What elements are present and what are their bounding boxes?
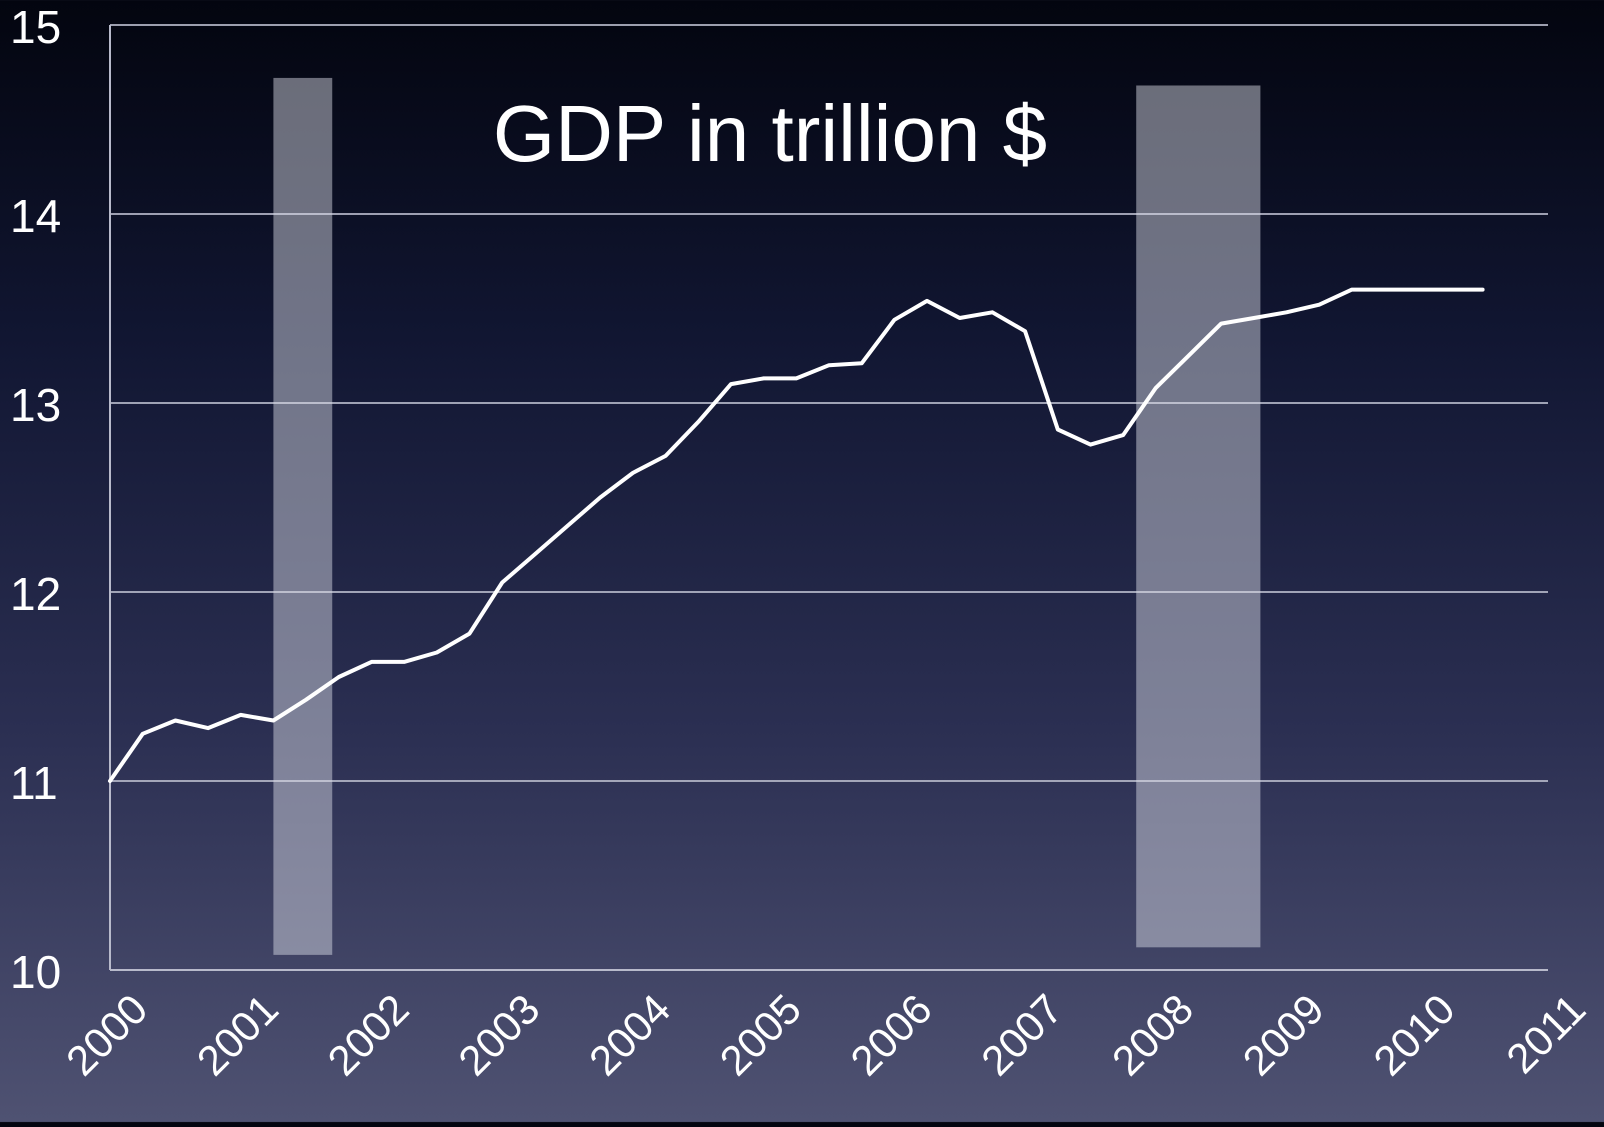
x-tick-label-2009: 2009 [1234, 985, 1333, 1084]
x-tick-label-2010: 2010 [1364, 985, 1463, 1084]
y-tick-label-14: 14 [10, 190, 61, 242]
series-layer [108, 287, 1485, 783]
chart-title: GDP in trillion $ [493, 89, 1047, 178]
series-line-gdp [108, 287, 1485, 783]
x-tick-label-2002: 2002 [319, 985, 418, 1084]
recession-shade-1 [273, 77, 333, 955]
y-tick-label-10: 10 [10, 946, 61, 998]
x-tick-label-2001: 2001 [188, 985, 287, 1084]
x-tick-label-2004: 2004 [580, 985, 679, 1084]
y-tick-label-12: 12 [10, 568, 61, 620]
x-tick-label-2007: 2007 [972, 985, 1071, 1084]
y-tick-label-13: 13 [10, 379, 61, 431]
x-tick-label-2006: 2006 [841, 985, 940, 1084]
recession-shading-layer [273, 77, 1261, 955]
x-tick-label-2000: 2000 [57, 985, 156, 1084]
x-tick-label-2003: 2003 [449, 985, 548, 1084]
y-tick-label-15: 15 [10, 1, 61, 53]
grid-layer [110, 24, 1548, 782]
axes-layer [109, 25, 1548, 971]
x-tick-label-2005: 2005 [711, 985, 810, 1084]
y-tick-label-11: 11 [10, 757, 58, 809]
x-tick-label-2011: 2011 [1497, 985, 1594, 1082]
recession-shade-2 [1136, 85, 1261, 948]
x-tick-label-2008: 2008 [1103, 985, 1202, 1084]
